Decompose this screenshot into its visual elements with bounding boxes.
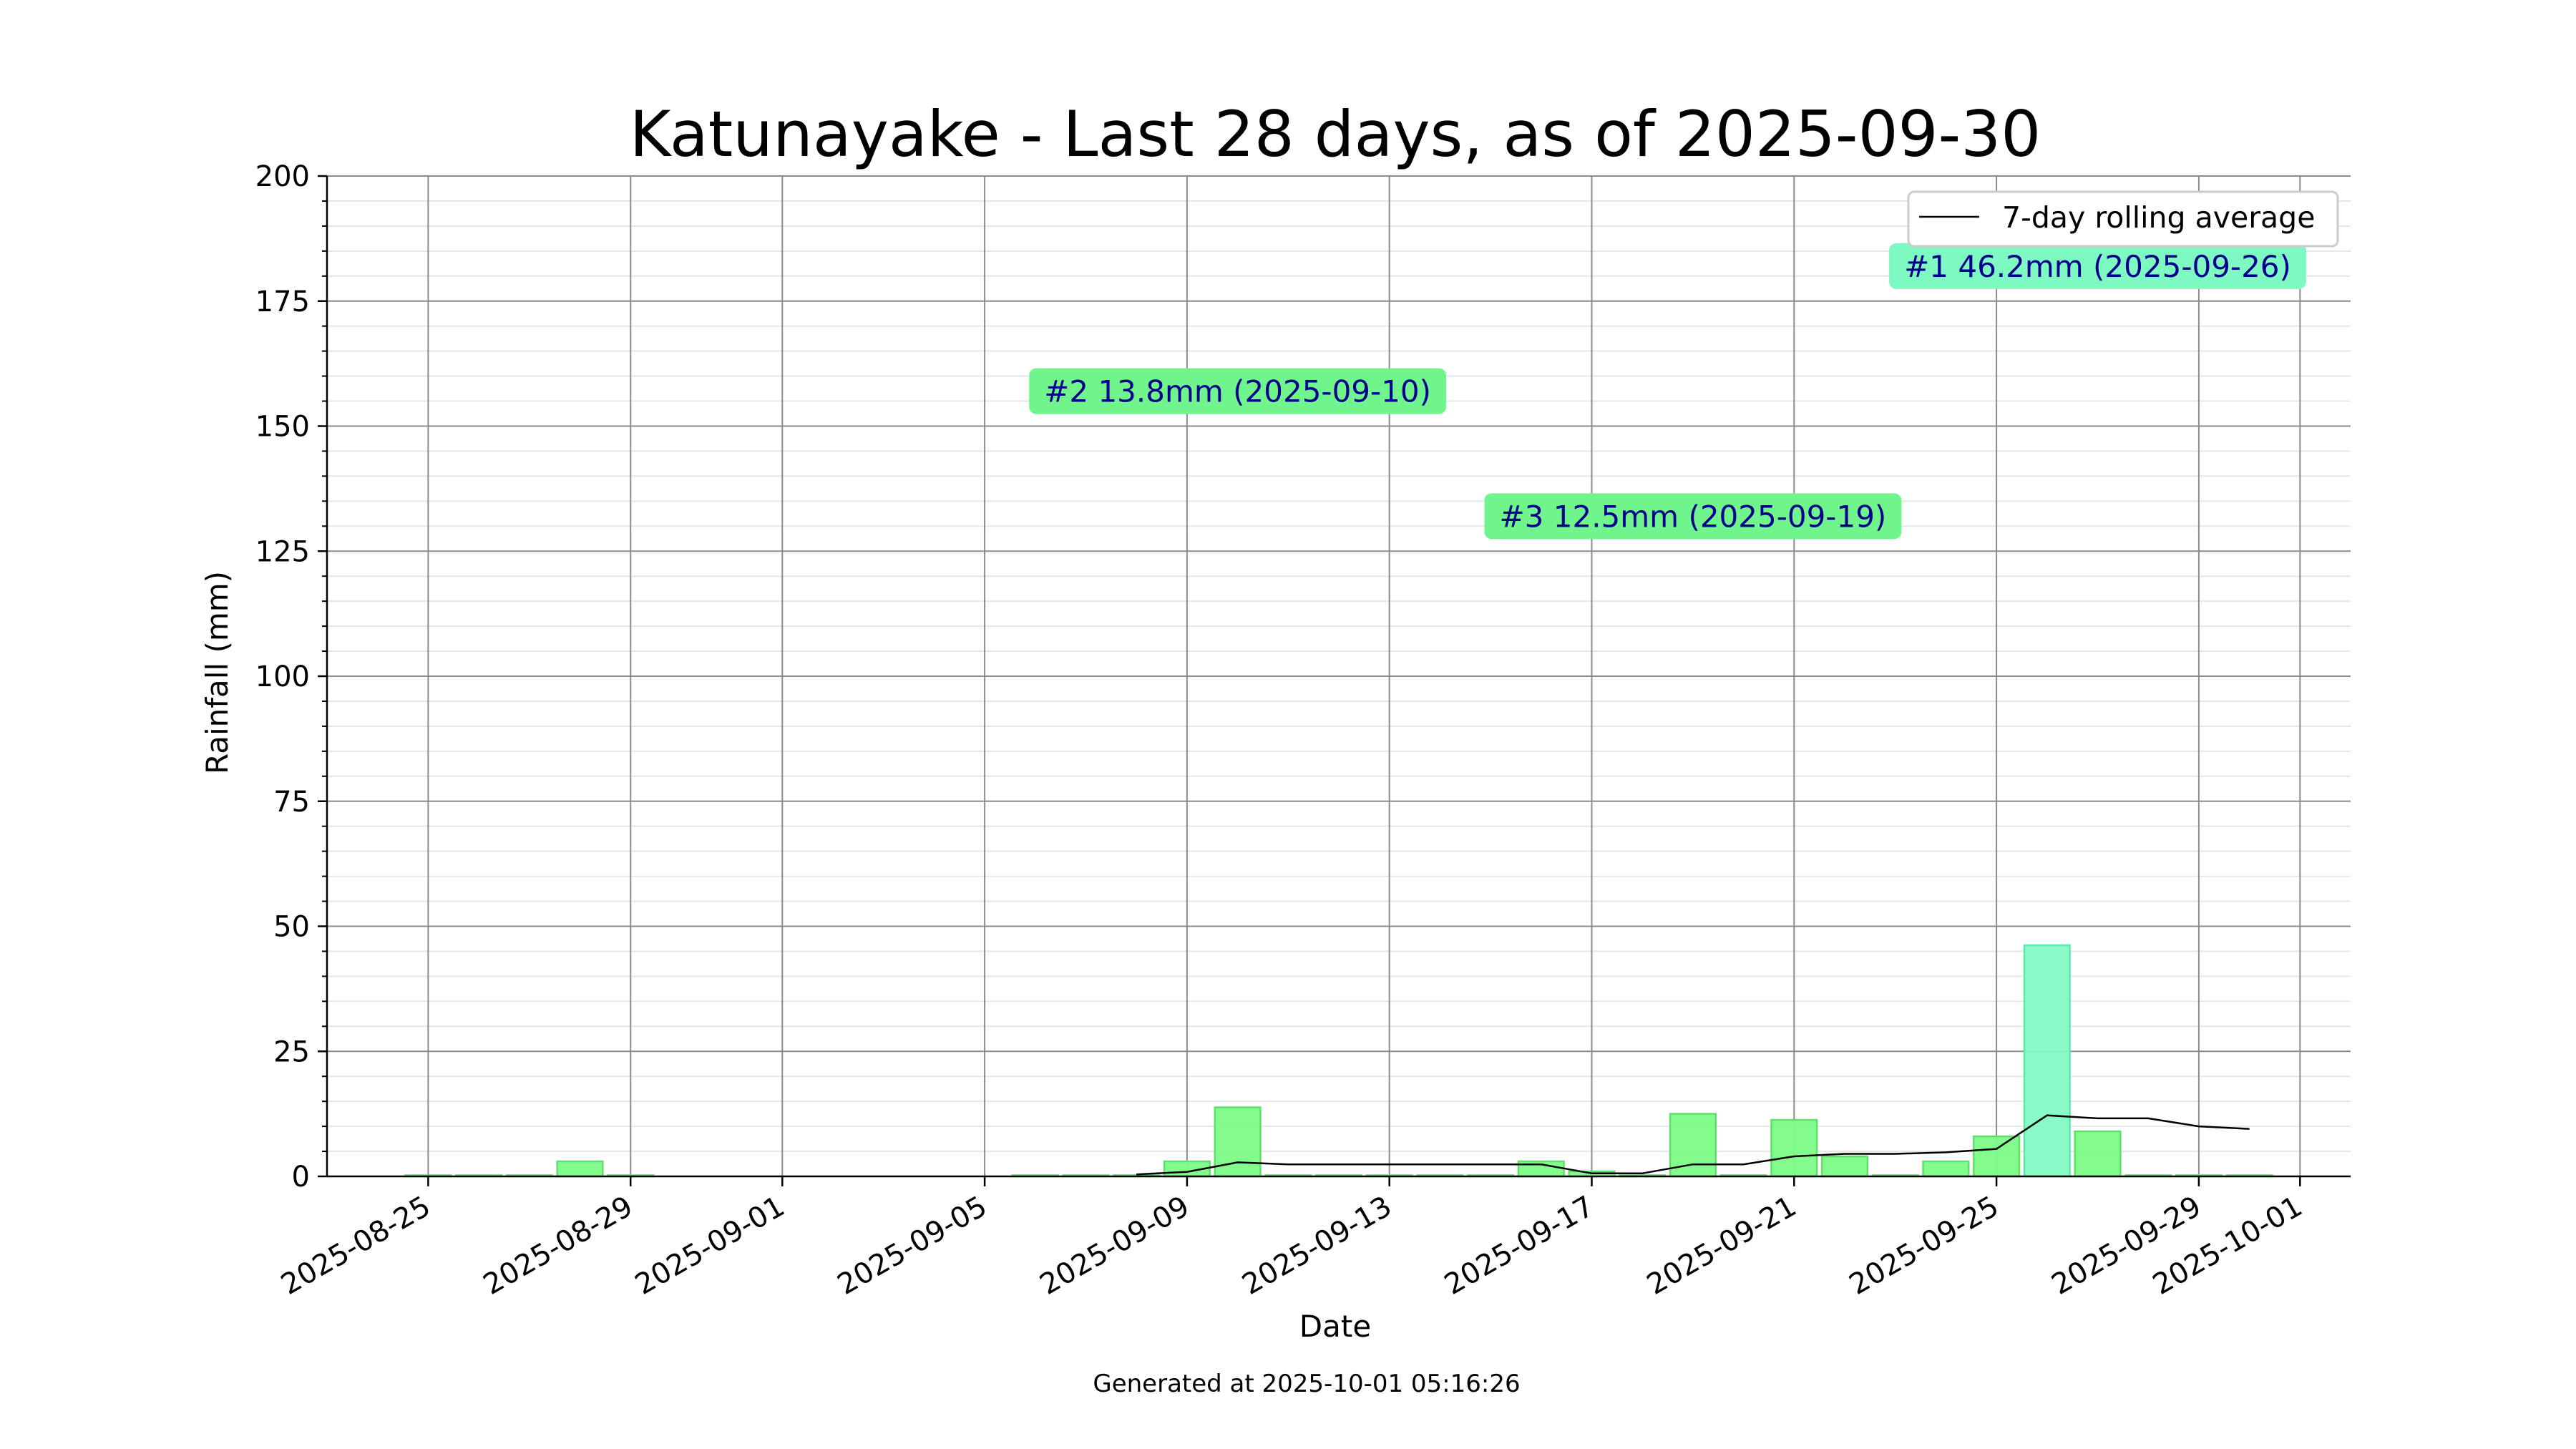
y-tick-label: 200 xyxy=(255,160,310,193)
chart-title: Katunayake - Last 28 days, as of 2025-09… xyxy=(630,97,2041,171)
legend: 7-day rolling average xyxy=(1907,190,2339,248)
y-tick-label: 75 xyxy=(273,786,310,819)
x-tick-label: 2025-09-01 xyxy=(630,1190,790,1302)
annotation-label: #1 46.2mm (2025-09-26) xyxy=(1904,249,2291,284)
rainfall-bar xyxy=(556,1160,604,1178)
y-tick-label: 50 xyxy=(273,911,310,944)
x-tick-label: 2025-09-13 xyxy=(1236,1190,1397,1302)
generated-timestamp: Generated at 2025-10-01 05:16:26 xyxy=(1093,1370,1520,1398)
y-tick-label: 100 xyxy=(255,660,310,693)
y-tick-label: 125 xyxy=(255,535,310,568)
y-axis-ticks: 0 25 50 75 100 125 150 175 200 xyxy=(255,160,327,1194)
top-rainfall-annotations: #1 46.2mm (2025-09-26) #2 13.8mm (2025-09… xyxy=(1029,243,2306,540)
rainfall-bars xyxy=(404,944,2273,1178)
annotation-box xyxy=(1029,368,1446,414)
rolling-average-line-group xyxy=(1136,1114,2250,1176)
rainfall-bar xyxy=(1922,1160,1970,1178)
y-tick-label: 150 xyxy=(255,411,310,444)
x-axis-label: Date xyxy=(1299,1309,1371,1344)
rainfall-bar xyxy=(1820,1155,1869,1178)
x-tick-label: 2025-09-21 xyxy=(1641,1190,1802,1302)
annotation-label: #3 12.5mm (2025-09-19) xyxy=(1499,499,1886,534)
x-tick-label: 2025-09-17 xyxy=(1439,1190,1599,1302)
x-tick-label: 2025-09-05 xyxy=(832,1190,992,1302)
annotation-box xyxy=(1889,243,2306,289)
annotation-box xyxy=(1484,493,1902,540)
y-axis-label: Rainfall (mm) xyxy=(200,571,235,774)
legend-box xyxy=(1907,190,2339,248)
rainfall-bar xyxy=(1973,1135,2021,1178)
x-tick-label: 2025-09-25 xyxy=(1844,1190,2004,1302)
annotation: #1 46.2mm (2025-09-26) xyxy=(1889,243,2306,289)
y-tick-label: 25 xyxy=(273,1035,310,1068)
x-tick-label: 2025-08-29 xyxy=(478,1190,638,1302)
rainfall-bar xyxy=(2074,1130,2122,1178)
legend-entry-rolling-average: 7-day rolling average xyxy=(2002,200,2315,235)
annotation: #3 12.5mm (2025-09-19) xyxy=(1484,493,1902,540)
rainfall-bar xyxy=(1214,1106,1262,1178)
rainfall-bar xyxy=(2023,944,2071,1178)
y-tick-label: 0 xyxy=(292,1161,310,1194)
x-tick-label: 2025-09-09 xyxy=(1035,1190,1195,1302)
rainfall-bar xyxy=(1770,1118,1818,1178)
x-tick-label: 2025-08-25 xyxy=(275,1190,436,1302)
y-tick-label: 175 xyxy=(255,286,310,318)
annotation-label: #2 13.8mm (2025-09-10) xyxy=(1044,374,1431,409)
rolling-average-line xyxy=(1136,1114,2250,1176)
annotation: #2 13.8mm (2025-09-10) xyxy=(1029,368,1446,414)
